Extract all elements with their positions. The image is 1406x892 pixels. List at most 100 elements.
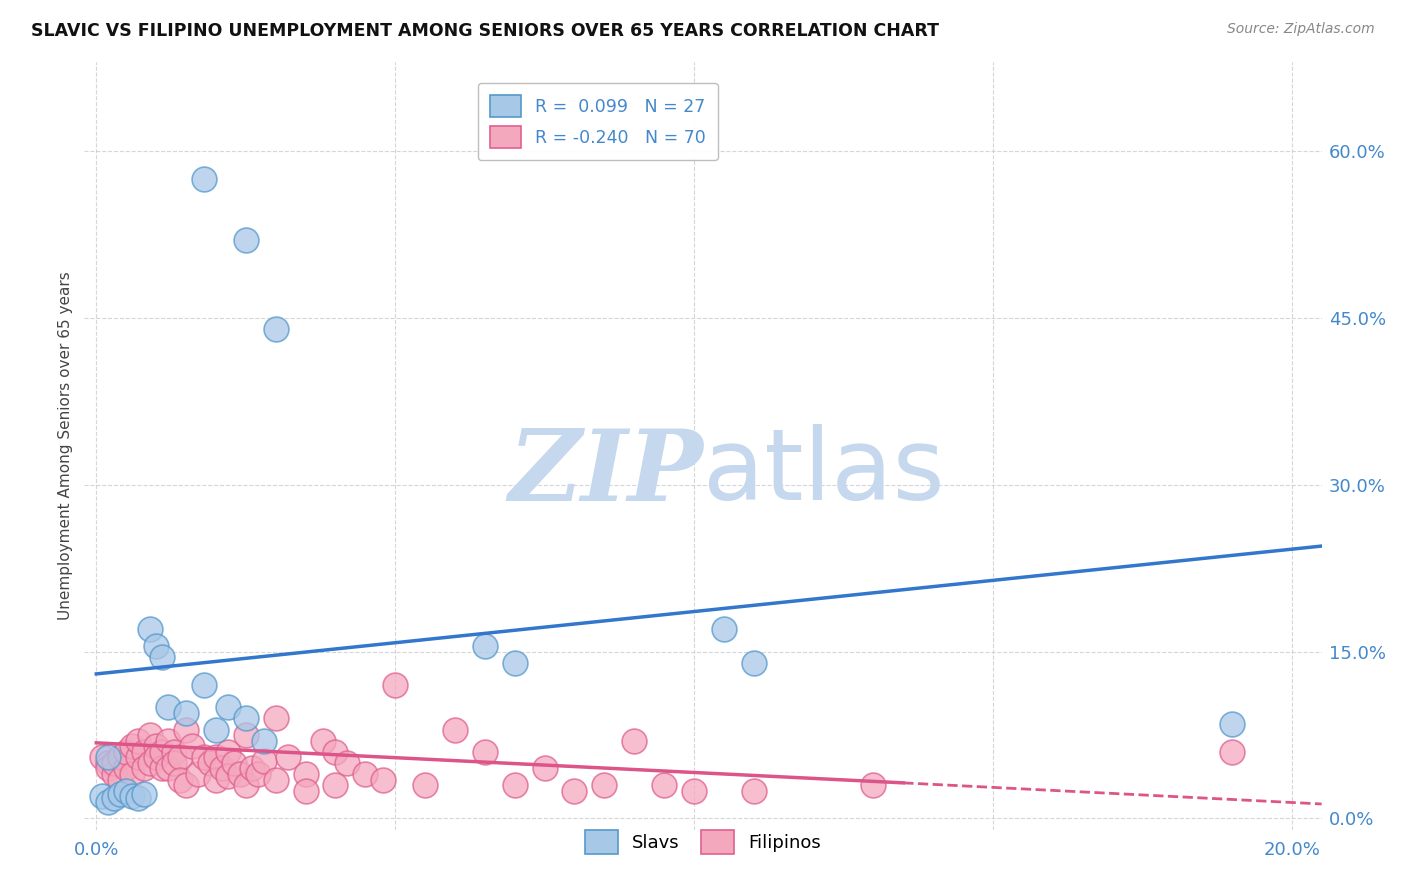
- Point: [150, 761, 173, 775]
- Point: [174, 778, 197, 792]
- Point: [139, 623, 162, 637]
- Text: Source: ZipAtlas.com: Source: ZipAtlas.com: [1227, 22, 1375, 37]
- Point: [163, 745, 186, 759]
- Point: [742, 783, 765, 797]
- Point: [169, 750, 191, 764]
- Point: [103, 791, 125, 805]
- Point: [157, 700, 180, 714]
- Point: [235, 728, 257, 742]
- Point: [503, 656, 526, 670]
- Point: [564, 783, 586, 797]
- Point: [134, 761, 156, 775]
- Point: [235, 778, 257, 792]
- Point: [193, 750, 215, 764]
- Point: [205, 772, 228, 787]
- Point: [121, 739, 143, 754]
- Point: [246, 767, 269, 781]
- Point: [354, 767, 377, 781]
- Point: [217, 700, 239, 714]
- Legend: Slavs, Filipinos: Slavs, Filipinos: [576, 822, 830, 863]
- Point: [145, 739, 167, 754]
- Point: [474, 745, 496, 759]
- Point: [444, 723, 467, 737]
- Point: [1220, 745, 1243, 759]
- Point: [623, 733, 645, 747]
- Point: [384, 678, 406, 692]
- Point: [235, 233, 257, 247]
- Point: [294, 767, 316, 781]
- Point: [253, 733, 276, 747]
- Point: [277, 750, 299, 764]
- Point: [110, 772, 132, 787]
- Point: [217, 745, 239, 759]
- Point: [294, 783, 316, 797]
- Point: [121, 767, 143, 781]
- Text: ZIP: ZIP: [508, 425, 703, 521]
- Point: [198, 756, 221, 770]
- Point: [110, 787, 132, 801]
- Point: [264, 322, 287, 336]
- Point: [1220, 717, 1243, 731]
- Point: [503, 778, 526, 792]
- Point: [713, 623, 735, 637]
- Text: atlas: atlas: [703, 425, 945, 521]
- Point: [325, 745, 347, 759]
- Point: [103, 767, 125, 781]
- Point: [121, 789, 143, 804]
- Point: [139, 728, 162, 742]
- Point: [127, 733, 149, 747]
- Point: [145, 750, 167, 764]
- Point: [652, 778, 675, 792]
- Y-axis label: Unemployment Among Seniors over 65 years: Unemployment Among Seniors over 65 years: [58, 272, 73, 620]
- Point: [157, 733, 180, 747]
- Point: [217, 769, 239, 783]
- Point: [110, 750, 132, 764]
- Point: [683, 783, 706, 797]
- Point: [193, 172, 215, 186]
- Point: [134, 745, 156, 759]
- Point: [235, 711, 257, 725]
- Point: [115, 761, 138, 775]
- Point: [174, 723, 197, 737]
- Point: [240, 761, 263, 775]
- Point: [163, 756, 186, 770]
- Point: [413, 778, 436, 792]
- Point: [211, 761, 233, 775]
- Point: [229, 767, 252, 781]
- Point: [325, 778, 347, 792]
- Point: [742, 656, 765, 670]
- Point: [264, 711, 287, 725]
- Text: SLAVIC VS FILIPINO UNEMPLOYMENT AMONG SENIORS OVER 65 YEARS CORRELATION CHART: SLAVIC VS FILIPINO UNEMPLOYMENT AMONG SE…: [31, 22, 939, 40]
- Point: [862, 778, 884, 792]
- Point: [533, 761, 555, 775]
- Point: [312, 733, 335, 747]
- Point: [97, 795, 120, 809]
- Point: [181, 739, 204, 754]
- Point: [150, 650, 173, 665]
- Point: [139, 756, 162, 770]
- Point: [103, 756, 125, 770]
- Point: [115, 745, 138, 759]
- Point: [169, 772, 191, 787]
- Point: [157, 761, 180, 775]
- Point: [97, 761, 120, 775]
- Point: [264, 772, 287, 787]
- Point: [205, 750, 228, 764]
- Point: [127, 750, 149, 764]
- Point: [97, 756, 120, 770]
- Point: [187, 767, 209, 781]
- Point: [222, 756, 245, 770]
- Point: [593, 778, 616, 792]
- Point: [150, 745, 173, 759]
- Point: [474, 639, 496, 653]
- Point: [91, 750, 114, 764]
- Point: [373, 772, 395, 787]
- Point: [127, 791, 149, 805]
- Point: [145, 639, 167, 653]
- Point: [115, 783, 138, 797]
- Point: [336, 756, 359, 770]
- Point: [97, 750, 120, 764]
- Point: [134, 787, 156, 801]
- Point: [193, 678, 215, 692]
- Point: [205, 723, 228, 737]
